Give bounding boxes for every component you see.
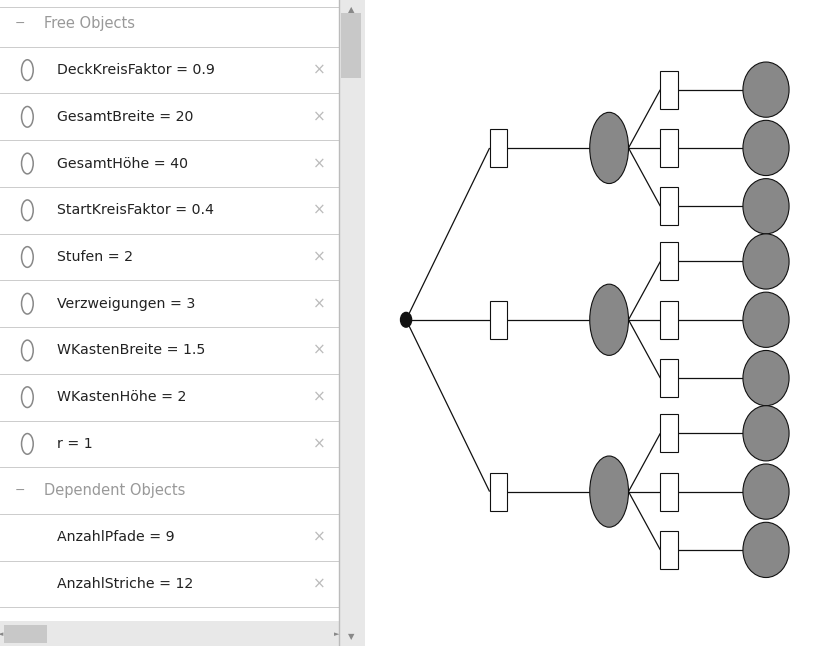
Text: ▲: ▲ [348, 5, 355, 14]
Ellipse shape [743, 178, 789, 234]
Bar [490, 473, 507, 510]
Text: GesamtHöhe = 40: GesamtHöhe = 40 [56, 156, 188, 171]
Text: ×: × [313, 249, 326, 264]
Text: ×: × [313, 390, 326, 404]
Ellipse shape [743, 120, 789, 176]
Text: ×: × [313, 109, 326, 124]
Text: GesamtBreite = 20: GesamtBreite = 20 [56, 110, 193, 124]
Text: WKastenHöhe = 2: WKastenHöhe = 2 [56, 390, 186, 404]
Ellipse shape [743, 522, 789, 578]
Text: ×: × [313, 297, 326, 311]
Ellipse shape [743, 292, 789, 348]
Text: ×: × [313, 63, 326, 78]
Text: StartKreisFaktor = 0.4: StartKreisFaktor = 0.4 [56, 203, 214, 217]
Bar [0, 621, 340, 646]
Ellipse shape [743, 62, 789, 117]
Bar [340, 0, 365, 646]
Text: ×: × [313, 577, 326, 592]
Ellipse shape [743, 350, 789, 406]
Text: ◄: ◄ [0, 630, 4, 637]
Text: DeckKreisFaktor = 0.9: DeckKreisFaktor = 0.9 [56, 63, 215, 77]
Ellipse shape [743, 406, 789, 461]
Text: ×: × [313, 343, 326, 358]
Text: Stufen = 2: Stufen = 2 [56, 250, 133, 264]
Text: Verzweigungen = 3: Verzweigungen = 3 [56, 297, 195, 311]
Ellipse shape [590, 456, 628, 527]
Bar [341, 13, 362, 78]
Bar [660, 531, 678, 569]
Text: Free Objects: Free Objects [44, 16, 135, 31]
Text: r = 1: r = 1 [56, 437, 92, 451]
Bar [3, 625, 48, 643]
Bar [660, 301, 678, 339]
Ellipse shape [743, 464, 789, 519]
Text: −: − [15, 17, 25, 30]
Bar [660, 359, 678, 397]
Text: ►: ► [334, 630, 340, 637]
Bar [660, 242, 678, 280]
Ellipse shape [590, 284, 628, 355]
Text: WKastenBreite = 1.5: WKastenBreite = 1.5 [56, 344, 205, 357]
Bar [660, 70, 678, 109]
Bar [660, 414, 678, 452]
Text: ×: × [313, 437, 326, 452]
Bar [660, 129, 678, 167]
Bar [490, 129, 507, 167]
Text: AnzahlPfade = 9: AnzahlPfade = 9 [56, 530, 175, 545]
Ellipse shape [590, 112, 628, 183]
Circle shape [400, 313, 412, 327]
Ellipse shape [743, 234, 789, 289]
Text: ▼: ▼ [348, 632, 355, 641]
Text: −: − [15, 484, 25, 497]
Bar [490, 301, 507, 339]
Text: ×: × [313, 530, 326, 545]
Text: ×: × [313, 156, 326, 171]
Text: AnzahlStriche = 12: AnzahlStriche = 12 [56, 577, 193, 591]
Text: Dependent Objects: Dependent Objects [44, 483, 185, 498]
Bar [660, 473, 678, 510]
Text: ×: × [313, 203, 326, 218]
Bar [660, 187, 678, 225]
